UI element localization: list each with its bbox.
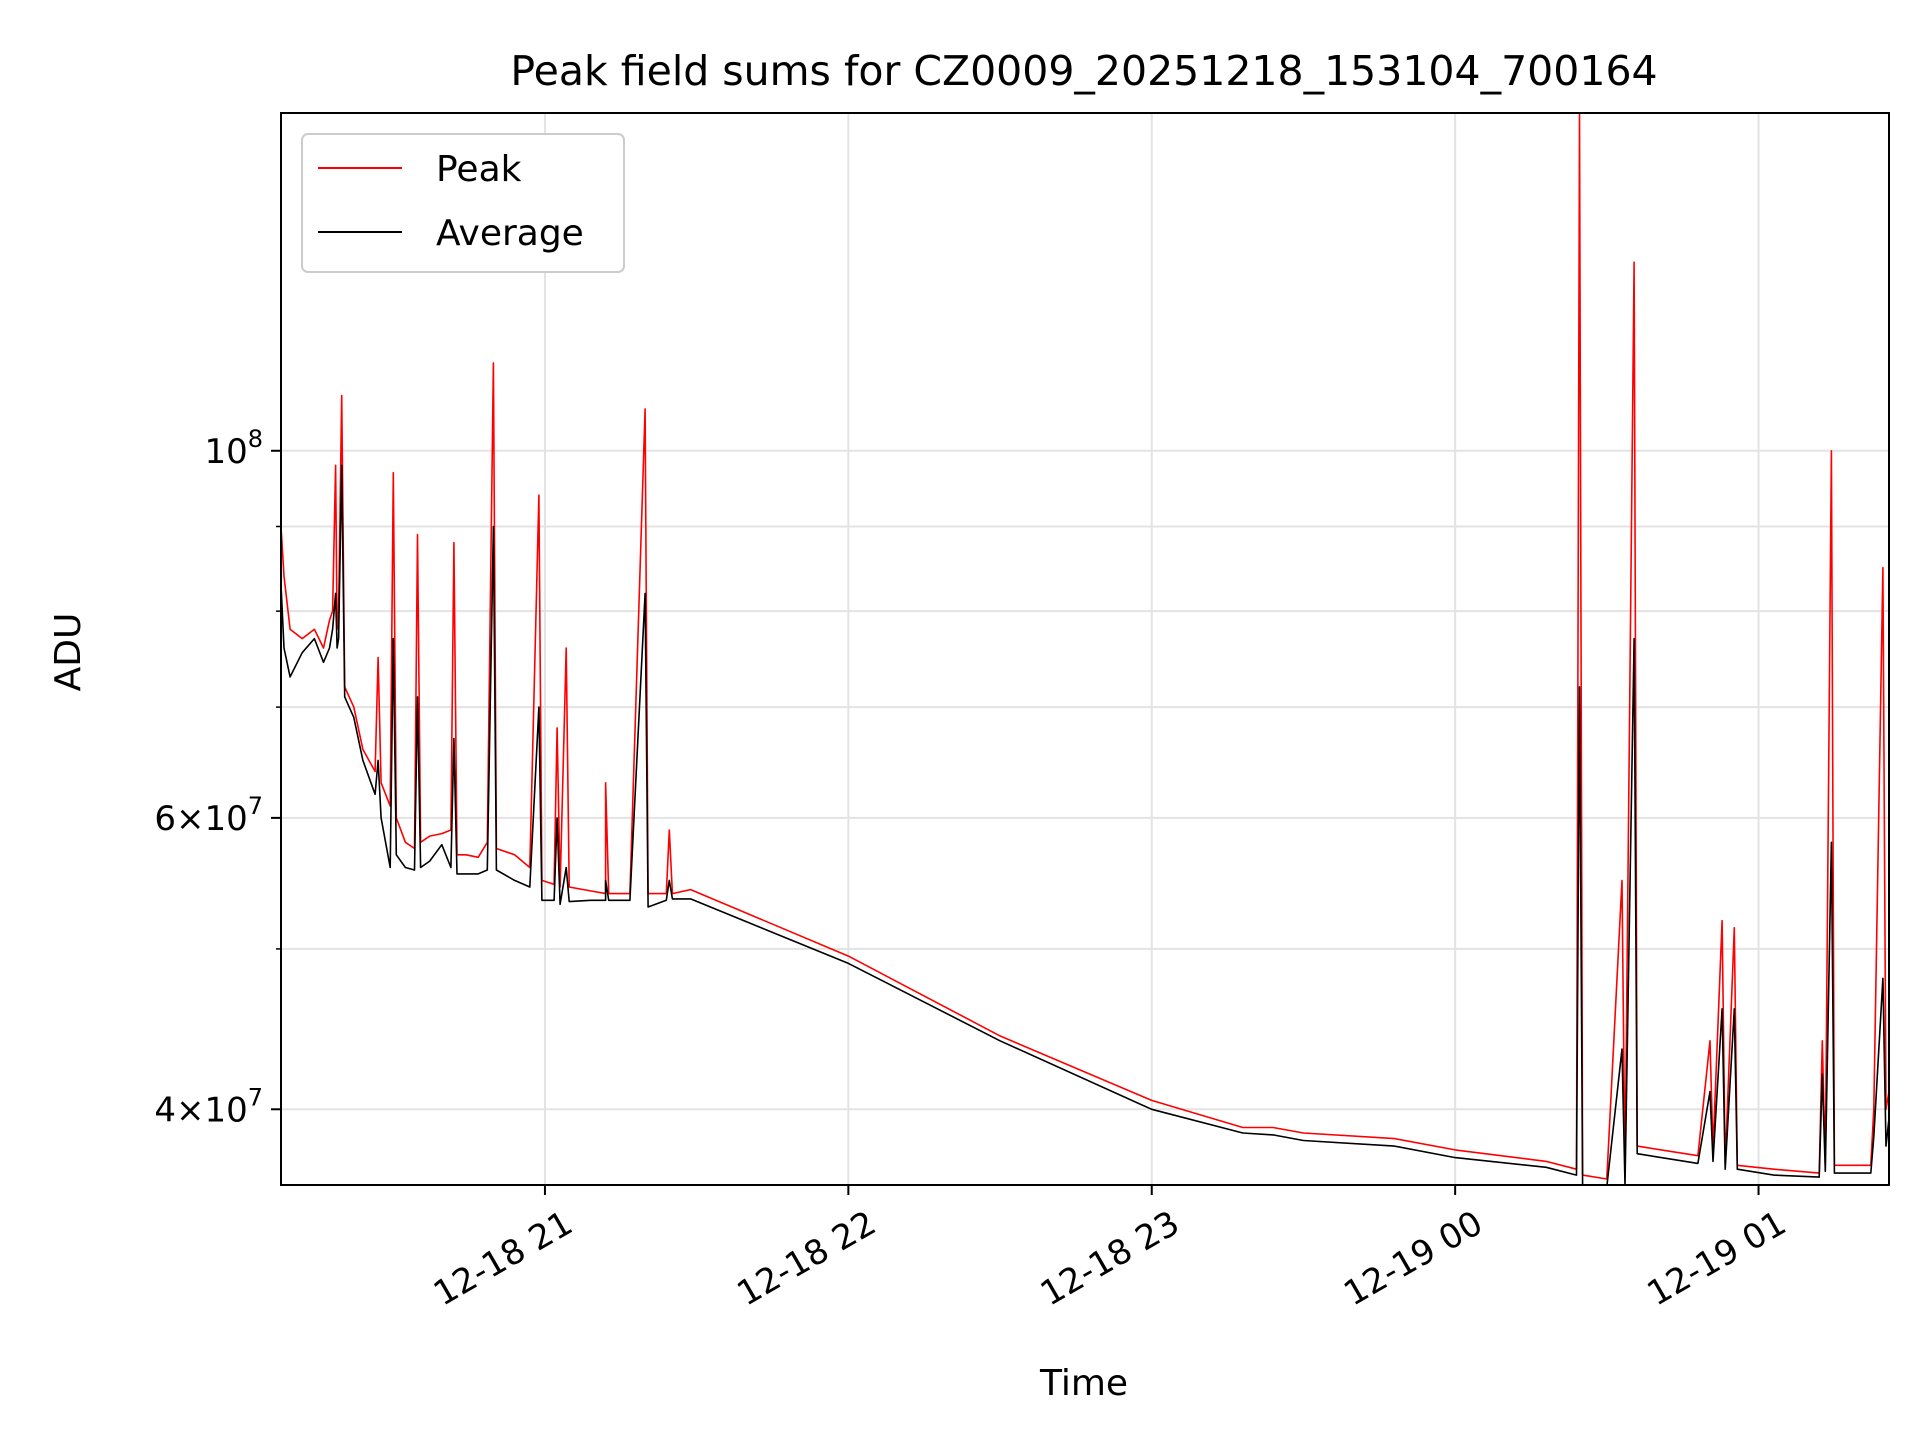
x-axis-label: Time <box>1039 1363 1128 1404</box>
legend-peak-label: Peak <box>436 149 522 190</box>
plot-frame <box>280 112 1890 1186</box>
y-tick-label: 108 <box>204 425 263 472</box>
series-layer <box>281 113 1889 1185</box>
y-tick-label: 6×107 <box>154 792 263 839</box>
y-axis-label: ADU <box>48 613 89 692</box>
legend-average-label: Average <box>436 213 584 254</box>
legend: Peak Average <box>301 133 625 273</box>
y-axis-ticks: 4×107 6×107 108 <box>154 425 281 1130</box>
y-tick-label: 4×107 <box>154 1083 263 1130</box>
chart-title: Peak field sums for CZ0009_20251218_1531… <box>510 47 1657 95</box>
series-line-peak <box>281 113 1889 1180</box>
grid <box>281 113 1889 1185</box>
series-line-average <box>281 464 1889 1185</box>
